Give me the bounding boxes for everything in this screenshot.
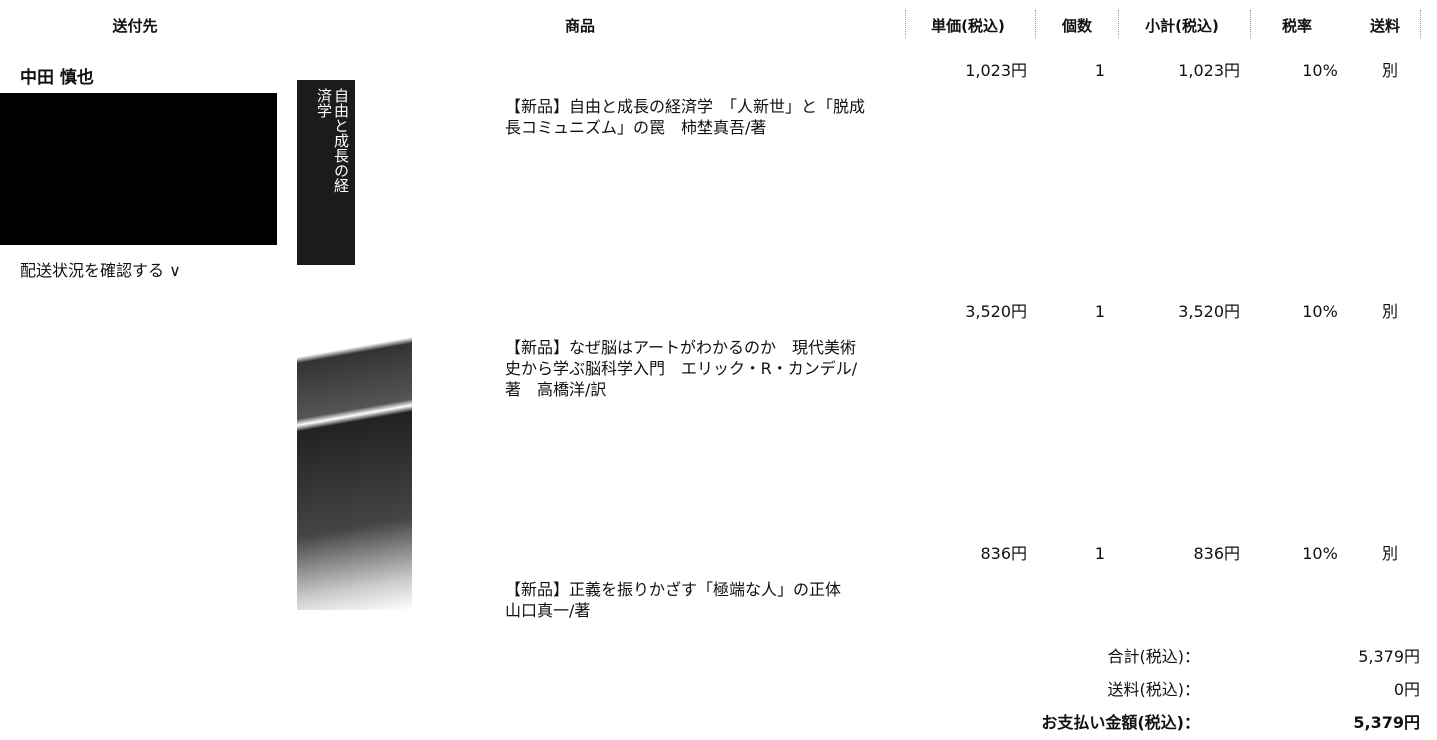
- header-quantity: 個数: [1061, 17, 1093, 35]
- item-title: 【新品】なぜ脳はアートがわかるのか 現代美術史から学ぶ脳科学入門 エリック・R・…: [505, 338, 858, 399]
- subtotal: 1,023円: [1178, 61, 1240, 80]
- quantity: 1: [1094, 302, 1106, 321]
- unit-price: 3,520円: [965, 302, 1027, 321]
- separator: [905, 10, 906, 38]
- quantity: 1: [1094, 61, 1106, 80]
- total-label: 合計(税込)：: [1107, 647, 1201, 666]
- tax-rate: 10%: [1302, 302, 1338, 321]
- separator: [1420, 10, 1421, 38]
- recipient-name: 中田 慎也: [20, 68, 94, 88]
- redacted-address: [0, 93, 277, 245]
- separator: [1118, 10, 1119, 38]
- shipping: 別: [1381, 544, 1399, 563]
- header-recipient: 送付先: [112, 17, 158, 35]
- unit-price: 1,023円: [965, 61, 1027, 80]
- cover-title: 自由と成長の経済学: [315, 88, 350, 193]
- unit-price: 836円: [980, 544, 1027, 563]
- total-value: 5,379円: [1353, 713, 1420, 732]
- subtotal: 836円: [1193, 544, 1240, 563]
- header-subtotal: 小計(税込): [1145, 17, 1219, 35]
- item-title: 【新品】自由と成長の経済学 「人新世」と「脱成長コミュニズム」の罠 柿埜真吾/著: [505, 97, 866, 137]
- tracking-link-text: 配送状況を確認する: [20, 261, 165, 280]
- tax-rate: 10%: [1302, 544, 1338, 563]
- header-shipping: 送料: [1369, 17, 1401, 35]
- header-unit-price: 単価(税込): [931, 17, 1005, 35]
- shipping: 別: [1381, 302, 1399, 321]
- subtotal: 3,520円: [1178, 302, 1240, 321]
- quantity: 1: [1094, 544, 1106, 563]
- book-cover: 自由と成長の経済学: [297, 80, 355, 265]
- shipping: 別: [1381, 61, 1399, 80]
- tracking-link[interactable]: 配送状況を確認する ∨: [20, 261, 181, 280]
- header-product: 商品: [564, 17, 596, 35]
- total-value: 0円: [1393, 680, 1420, 699]
- book-cover: [297, 320, 412, 610]
- total-value: 5,379円: [1358, 647, 1420, 666]
- total-label: 送料(税込)：: [1107, 680, 1201, 699]
- total-label: お支払い金額(税込)：: [1041, 713, 1200, 732]
- header-tax-rate: 税率: [1281, 17, 1313, 35]
- separator: [1035, 10, 1036, 38]
- item-title: 【新品】正義を振りかざす「極端な人」の正体 山口真一/著: [505, 580, 858, 620]
- tax-rate: 10%: [1302, 61, 1338, 80]
- separator: [1250, 10, 1251, 38]
